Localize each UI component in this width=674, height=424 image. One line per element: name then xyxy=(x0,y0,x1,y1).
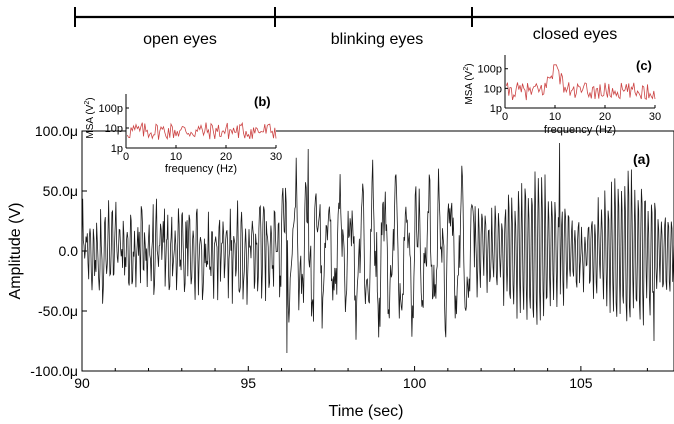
panel-label-c: (c) xyxy=(636,58,652,73)
inset-c: 0 10 20 30 1p 10p 100p (c) frequency (Hz) MSA … xyxy=(463,52,661,136)
main-x-axis-label: Time (sec) xyxy=(329,403,404,420)
panel-label-a: (a) xyxy=(633,151,650,167)
inset-x-tick-label: 20 xyxy=(220,151,232,163)
y-tick-label: -100.0μ xyxy=(30,363,78,379)
inset-b-spectrum-series xyxy=(126,121,277,141)
inset-x-tick-label: 10 xyxy=(549,111,561,123)
inset-b-x-axis-label: frequency (Hz) xyxy=(165,163,237,175)
inset-y-tick-label: 10p xyxy=(484,83,502,95)
inset-x-tick-label: 0 xyxy=(502,111,508,123)
phase-bar: open eyes blinking eyes closed eyes xyxy=(74,7,674,48)
inset-x-tick-label: 30 xyxy=(270,151,282,163)
inset-c-spectrum-series xyxy=(505,64,656,101)
inset-y-tick-label: 100p xyxy=(478,64,502,76)
inset-b-axes: 0 10 20 30 1p 10p 100p xyxy=(99,94,282,163)
inset-c-background xyxy=(505,52,655,108)
inset-x-tick-label: 30 xyxy=(649,111,661,123)
inset-b: 0 10 20 30 1p 10p 100p (b) frequency (Hz) MSA … xyxy=(84,87,282,175)
inset-b-background xyxy=(126,87,276,149)
inset-c-x-axis-label: frequency (Hz) xyxy=(544,124,616,136)
inset-b-y-axis-label: MSA (V2) xyxy=(84,97,96,138)
inset-y-tick-label: 1p xyxy=(490,103,502,115)
y-tick-label: 50.0μ xyxy=(43,183,78,199)
inset-x-tick-label: 10 xyxy=(170,151,182,163)
x-tick-label: 95 xyxy=(241,375,257,391)
phase-label-blinking: blinking eyes xyxy=(331,31,424,48)
phase-label-closed: closed eyes xyxy=(533,26,618,43)
inset-y-tick-label: 1p xyxy=(111,143,123,155)
y-tick-label: 100.0μ xyxy=(35,123,78,139)
spectrum-line xyxy=(505,64,656,101)
eeg-trace-line xyxy=(81,142,674,354)
inset-c-axes: 0 10 20 30 1p 10p 100p xyxy=(478,55,661,123)
y-tick-label: -50.0μ xyxy=(38,303,78,319)
inset-y-tick-label: 10p xyxy=(105,123,123,135)
x-tick-label: 105 xyxy=(569,375,593,391)
inset-x-tick-label: 0 xyxy=(123,151,129,163)
spectrum-line xyxy=(126,121,277,141)
eeg-trace-series xyxy=(81,142,674,354)
x-tick-label: 100 xyxy=(403,375,427,391)
inset-y-tick-label: 100p xyxy=(99,103,123,115)
inset-x-tick-label: 20 xyxy=(599,111,611,123)
x-tick-label: 90 xyxy=(74,375,90,391)
inset-c-y-axis-label: MSA (V2) xyxy=(463,63,475,104)
phase-label-open: open eyes xyxy=(143,31,217,48)
y-tick-label: 0.0 xyxy=(59,243,79,259)
panel-label-b: (b) xyxy=(254,94,271,109)
main-y-axis-label: Amplitude (V) xyxy=(7,203,24,300)
